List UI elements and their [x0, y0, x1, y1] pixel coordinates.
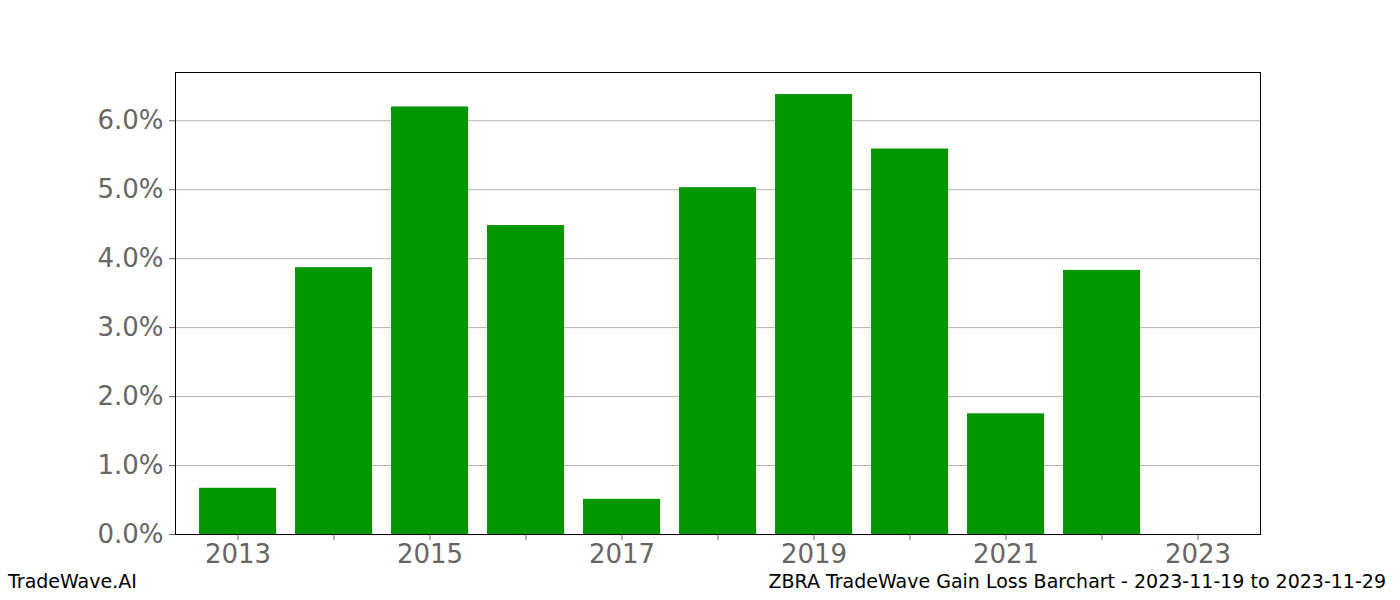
- svg-text:2019: 2019: [781, 539, 847, 569]
- svg-text:6.0%: 6.0%: [97, 105, 163, 135]
- svg-text:0.0%: 0.0%: [97, 519, 163, 549]
- html-text:ZBRA TradeWave Gain Loss Barch: ZBRA TradeWave Gain Loss Barchart - 2023…: [768, 570, 1386, 592]
- svg-text:2013: 2013: [205, 539, 271, 569]
- svg-text:2.0%: 2.0%: [97, 381, 163, 411]
- svg-text:2015: 2015: [397, 539, 463, 569]
- svg-text:2021: 2021: [973, 539, 1039, 569]
- svg-text:2017: 2017: [589, 539, 655, 569]
- svg-text:3.0%: 3.0%: [97, 312, 163, 342]
- svg-text:5.0%: 5.0%: [97, 174, 163, 204]
- svg-text:1.0%: 1.0%: [97, 450, 163, 480]
- svg-text:2023: 2023: [1165, 539, 1231, 569]
- svg-text:4.0%: 4.0%: [97, 243, 163, 273]
- html-text:TradeWave.AI: TradeWave.AI: [8, 570, 137, 592]
